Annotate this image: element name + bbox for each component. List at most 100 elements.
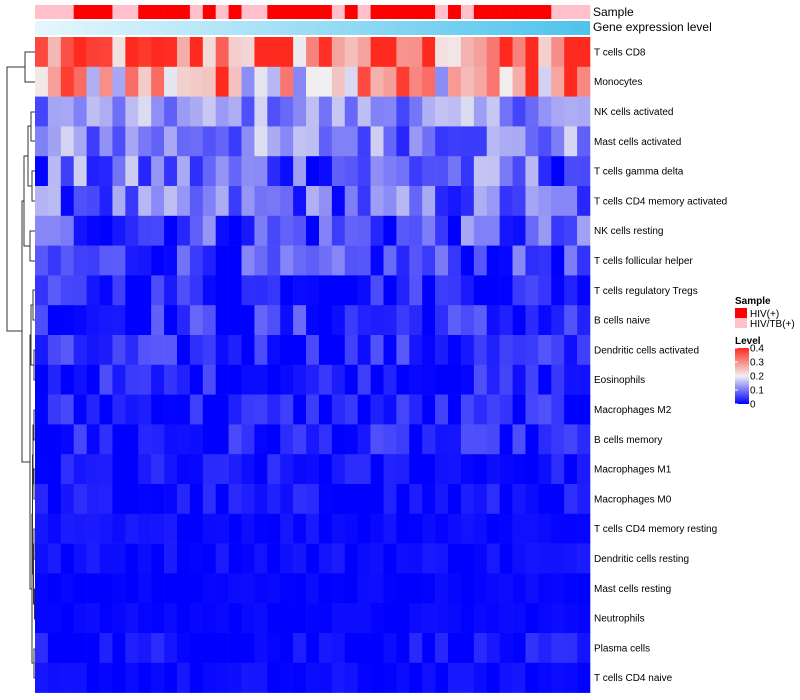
heatmap-cell	[577, 215, 591, 246]
heatmap-cell	[577, 66, 591, 97]
heatmap-cell	[280, 662, 294, 693]
heatmap-cell	[164, 603, 178, 634]
heatmap-cell	[422, 394, 436, 425]
heatmap-cell	[344, 394, 358, 425]
heatmap-cell	[370, 37, 384, 68]
heatmap-cell	[383, 66, 397, 97]
heatmap-cell	[202, 126, 216, 157]
heatmap-cell	[448, 126, 462, 157]
heatmap-cell	[512, 454, 526, 485]
heatmap-cell	[60, 37, 75, 68]
heatmap-cell	[176, 543, 191, 574]
heatmap-cell	[293, 573, 307, 604]
row-label: T cells CD4 memory activated	[594, 196, 727, 207]
heatmap-cell	[176, 633, 191, 664]
heatmap-cell	[254, 424, 268, 455]
heatmap-cell	[422, 484, 436, 515]
heatmap-cell	[473, 305, 488, 336]
heatmap-cell	[73, 513, 87, 544]
heatmap-cell	[241, 484, 255, 515]
heatmap-cell	[86, 633, 100, 664]
heatmap-cell	[47, 662, 62, 693]
heatmap-cell	[47, 275, 62, 306]
heatmap-cell	[267, 424, 281, 455]
heatmap-cell	[551, 37, 565, 68]
heatmap-cell	[112, 603, 126, 634]
heatmap-cell	[383, 126, 397, 157]
heatmap-cell	[164, 543, 178, 574]
heatmap-cell	[318, 662, 333, 693]
heatmap-cell	[383, 513, 397, 544]
heatmap-cell	[215, 454, 229, 485]
heatmap-cell	[435, 156, 449, 187]
heatmap-cell	[409, 484, 423, 515]
heatmap-cell	[564, 275, 578, 306]
heatmap-cell	[512, 96, 526, 127]
heatmap-cell	[228, 245, 242, 276]
heatmap-cell	[47, 484, 62, 515]
heatmap-cell	[448, 245, 462, 276]
heatmap-cell	[99, 156, 113, 187]
sample-cell	[228, 5, 242, 19]
heatmap-cell	[512, 37, 526, 68]
heatmap-cell	[202, 186, 216, 217]
heatmap-cell	[512, 66, 526, 97]
row-label: Mast cells resting	[594, 584, 671, 595]
heatmap-cell	[176, 37, 191, 68]
heatmap-cell	[448, 96, 462, 127]
heatmap-cell	[35, 96, 49, 127]
heatmap-cell	[60, 662, 75, 693]
heatmap-cell	[280, 364, 294, 395]
heatmap-cell	[396, 156, 410, 187]
heatmap-cell	[47, 364, 62, 395]
heatmap-cell	[189, 573, 204, 604]
heatmap-cell	[151, 454, 165, 485]
heatmap-cell	[344, 37, 358, 68]
heatmap-cell	[383, 186, 397, 217]
heatmap-cell	[577, 156, 591, 187]
heatmap-cell	[86, 66, 100, 97]
heatmap-cell	[435, 662, 449, 693]
heatmap-cell	[473, 186, 488, 217]
heatmap-cell	[396, 573, 410, 604]
heatmap-cell	[499, 37, 513, 68]
heatmap-cell	[383, 454, 397, 485]
heatmap-cell	[370, 484, 384, 515]
heatmap-cell	[486, 96, 500, 127]
heatmap-cell	[564, 603, 578, 634]
heatmap-cell	[176, 335, 191, 366]
heatmap-cell	[60, 513, 75, 544]
heatmap-cell	[577, 633, 591, 664]
heatmap-cell	[280, 454, 294, 485]
sample-legend-title: Sample	[735, 296, 771, 307]
heatmap-cell	[228, 454, 242, 485]
heatmap-cell	[60, 96, 75, 127]
heatmap-cell	[99, 484, 113, 515]
row-label: Neutrophils	[594, 614, 645, 625]
heatmap-cell	[164, 156, 178, 187]
heatmap-cell	[473, 96, 488, 127]
heatmap-cell	[228, 573, 242, 604]
heatmap-cell	[306, 454, 320, 485]
heatmap-cell	[538, 186, 552, 217]
heatmap-cell	[306, 543, 320, 574]
row-label: T cells follicular helper	[594, 256, 693, 267]
heatmap-cell	[318, 126, 333, 157]
heatmap-cell	[344, 96, 358, 127]
heatmap-cell	[538, 215, 552, 246]
heatmap-cell	[525, 186, 539, 217]
heatmap-cell	[525, 245, 539, 276]
heatmap-cell	[422, 424, 436, 455]
heatmap-cell	[383, 156, 397, 187]
heatmap-cell	[551, 424, 565, 455]
heatmap-cell	[538, 275, 552, 306]
heatmap-cell	[47, 633, 62, 664]
heatmap-cell	[473, 513, 488, 544]
heatmap-cell	[422, 275, 436, 306]
dendrogram-branch	[34, 588, 35, 620]
sample-cell	[435, 5, 449, 19]
heatmap-cell	[99, 543, 113, 574]
heatmap-cell	[577, 275, 591, 306]
heatmap-cell	[215, 215, 229, 246]
heatmap-cell	[564, 394, 578, 425]
